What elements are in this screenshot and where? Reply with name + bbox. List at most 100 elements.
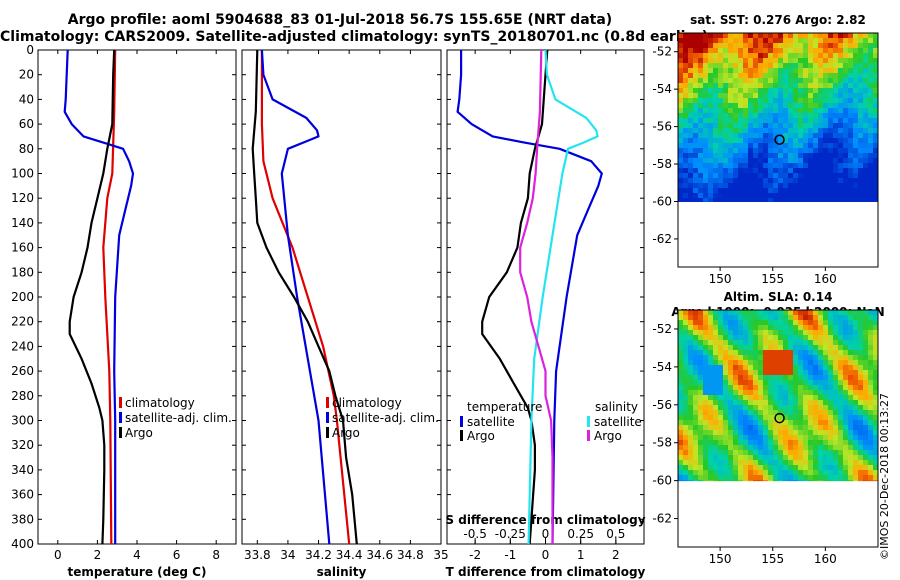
- panel-sst-map-heatmap-cell: [808, 48, 814, 54]
- panel-sst-map-heatmap-cell: [683, 158, 689, 164]
- panel-sst-map-heatmap-cell: [793, 103, 799, 109]
- panel-sst-map-heatmap-cell: [748, 168, 754, 174]
- panel-sst-map-heatmap-cell: [683, 173, 689, 179]
- panel-sla-map-heatmap-cell: [738, 370, 744, 376]
- panel-sst-map-heatmap-cell: [703, 68, 709, 74]
- panel-sla-map-heatmap-cell: [823, 455, 829, 461]
- panel-sla-map-heatmap-cell: [708, 410, 714, 416]
- panel-sst-map-heatmap-cell: [733, 78, 739, 84]
- panel-sst-map-heatmap-cell: [703, 48, 709, 54]
- panel-sst-map-heatmap-cell: [828, 63, 834, 69]
- panel-sst-map-heatmap-cell: [758, 148, 764, 154]
- panel-differences-x2-tick-label: -0.25: [495, 527, 526, 541]
- panel-sst-map-heatmap-cell: [723, 123, 729, 129]
- panel-sla-map-heatmap-cell: [788, 315, 794, 321]
- panel-sst-map-heatmap-cell: [808, 138, 814, 144]
- panel-sla-map-heatmap-cell: [688, 360, 694, 366]
- panel-sst-map-heatmap-cell: [728, 68, 734, 74]
- panel-sla-map-heatmap-cell: [718, 425, 724, 431]
- panel-sla-map-heatmap-cell: [708, 395, 714, 401]
- panel-sst-map-heatmap-cell: [698, 83, 704, 89]
- panel-sla-map-heatmap-cell: [793, 355, 799, 361]
- panel-sla-map-heatmap-cell: [863, 325, 869, 331]
- panel-sst-map-heatmap-cell: [788, 83, 794, 89]
- panel-sst-map-heatmap-cell: [703, 158, 709, 164]
- panel-sst-map-heatmap-cell: [688, 83, 694, 89]
- panel-sst-map-heatmap-cell: [703, 128, 709, 134]
- panel-sst-map-heatmap-cell: [823, 143, 829, 149]
- panel-sst-map-frame: [677, 32, 879, 268]
- panel-sla-map-heatmap-cell: [813, 475, 819, 481]
- panel-sst-map-heatmap-cell: [723, 133, 729, 139]
- panel-sst-map-heatmap-cell: [838, 173, 844, 179]
- panel-sst-map-heatmap-cell: [858, 113, 864, 119]
- panel-sst-map-heatmap-cell: [828, 78, 834, 84]
- panel-sst-map-heatmap-cell: [723, 43, 729, 49]
- panel-sst-map-heatmap-cell: [773, 178, 779, 184]
- panel-sst-map-heatmap-cell: [733, 178, 739, 184]
- panel-sst-map-heatmap-cell: [753, 198, 759, 202]
- panel-sst-map-heatmap-cell: [738, 128, 744, 134]
- panel-sst-map-heatmap-cell: [783, 128, 789, 134]
- panel-sla-map-heatmap-cell: [838, 355, 844, 361]
- panel-sla-map-heatmap-cell: [738, 470, 744, 476]
- panel-sla-map-heatmap-cell: [813, 330, 819, 336]
- panel-sla-map-heatmap-cell: [768, 425, 774, 431]
- panel-sla-map-heatmap-cell: [818, 445, 824, 451]
- panel-sla-map-heatmap-cell: [678, 380, 684, 386]
- panel-sst-map-heatmap-cell: [748, 93, 754, 99]
- panel-sla-map-heatmap-cell: [743, 370, 749, 376]
- panel-sst-map-heatmap-cell: [868, 123, 874, 129]
- panel-sst-map-heatmap-cell: [798, 153, 804, 159]
- panel-sst-map-heatmap-cell: [773, 58, 779, 64]
- panel-sst-map-heatmap-cell: [848, 118, 854, 124]
- panel-sla-map-heatmap-cell: [743, 425, 749, 431]
- panel-sst-map-heatmap-cell: [838, 103, 844, 109]
- panel-sst-map-heatmap-cell: [828, 138, 834, 144]
- panel-sla-map-heatmap-cell: [808, 475, 814, 481]
- panel-sla-map-heatmap-cell: [858, 340, 864, 346]
- panel-sst-map-heatmap-cell: [828, 133, 834, 139]
- panel-sst-map-heatmap-cell: [848, 63, 854, 69]
- panel-sst-map-heatmap-cell: [758, 123, 764, 129]
- panel-sst-map-heatmap-cell: [808, 98, 814, 104]
- panel-sst-map-heatmap-cell: [873, 188, 879, 194]
- panel-sst-map-heatmap-cell: [873, 33, 879, 39]
- panel-sla-map-heatmap-cell: [818, 420, 824, 426]
- panel-sst-map-heatmap-cell: [698, 108, 704, 114]
- panel-sst-map-heatmap-cell: [703, 83, 709, 89]
- panel-sla-map-heatmap-cell: [728, 410, 734, 416]
- panel-sla-map-heatmap-cell: [758, 435, 764, 441]
- panel-sst-map-heatmap-cell: [868, 193, 874, 199]
- panel-sst-map-heatmap-cell: [748, 133, 754, 139]
- panel-sla-map-heatmap-cell: [798, 340, 804, 346]
- panel-sst-map-heatmap-cell: [733, 53, 739, 59]
- panel-temperature-legend-swatch: [119, 397, 122, 408]
- panel-sst-map-heatmap-cell: [873, 68, 879, 74]
- panel-sla-map-heatmap-cell: [783, 320, 789, 326]
- panel-sst-map-heatmap-cell: [733, 118, 739, 124]
- panel-sst-map-heatmap-cell: [808, 148, 814, 154]
- panel-sst-map-heatmap-cell: [758, 173, 764, 179]
- panel-sla-map-heatmap-cell: [848, 455, 854, 461]
- panel-sst-map-heatmap-cell: [858, 73, 864, 79]
- panel-sla-map-heatmap-cell: [833, 405, 839, 411]
- panel-sst-map-heatmap-cell: [868, 143, 874, 149]
- panel-sst-map-heatmap-cell: [763, 43, 769, 49]
- panel-sla-map-heatmap-cell: [698, 440, 704, 446]
- panel-sla-map-heatmap-cell: [738, 375, 744, 381]
- panel-sst-map-heatmap-cell: [723, 83, 729, 89]
- panel-sla-map-heatmap-cell: [738, 420, 744, 426]
- panel-sst-map-heatmap-cell: [733, 73, 739, 79]
- panel-sla-map-heatmap-cell: [698, 375, 704, 381]
- panel-sla-map-heatmap-cell: [783, 310, 789, 316]
- panel-sst-map-heatmap-cell: [708, 93, 714, 99]
- panel-sst-map-heatmap-cell: [793, 78, 799, 84]
- panel-sst-map-heatmap-cell: [748, 48, 754, 54]
- panel-sst-map-heatmap-cell: [873, 118, 879, 124]
- panel-sst-map-heatmap-cell: [728, 128, 734, 134]
- panel-sla-map-heatmap-cell: [753, 470, 759, 476]
- panel-sla-map-heatmap-cell: [818, 405, 824, 411]
- panel-sst-map-heatmap-cell: [813, 173, 819, 179]
- panel-sst-map-heatmap-cell: [783, 43, 789, 49]
